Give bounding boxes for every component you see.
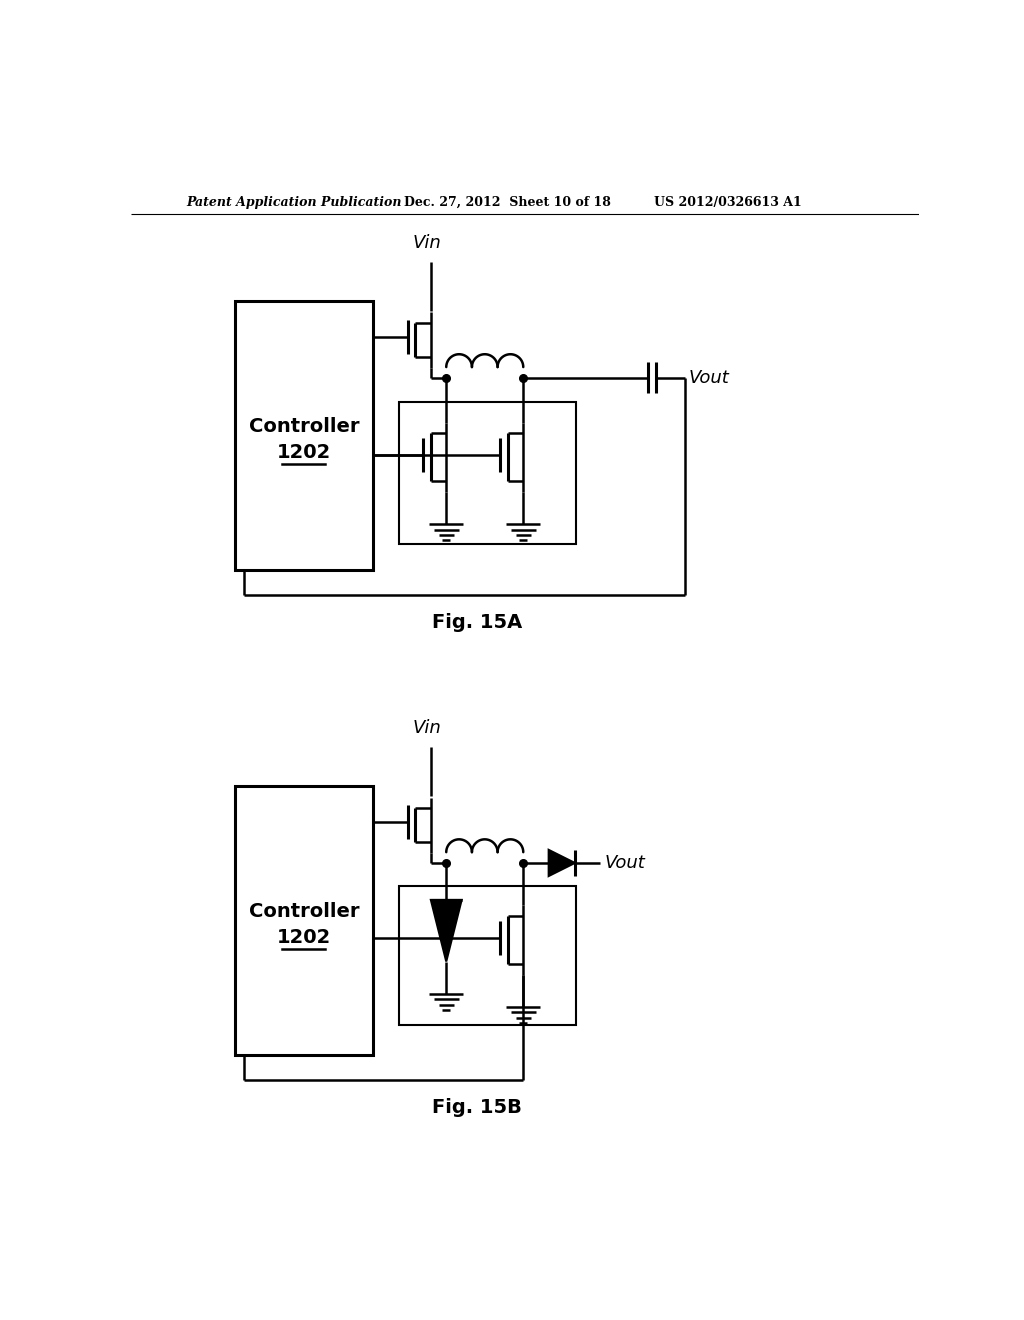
Text: Vin: Vin [413,235,441,252]
Polygon shape [431,900,462,961]
Text: Controller: Controller [249,902,359,921]
Bar [398,886,575,1024]
Text: Controller: Controller [249,417,359,436]
Text: 1202: 1202 [276,928,331,948]
Text: Vout: Vout [689,368,729,387]
Text: 1202: 1202 [276,444,331,462]
Polygon shape [549,850,574,876]
Text: Vin: Vin [413,719,441,738]
Bar [234,301,373,570]
Text: Patent Application Publication: Patent Application Publication [186,195,402,209]
Text: Fig. 15B: Fig. 15B [432,1098,522,1117]
Text: US 2012/0326613 A1: US 2012/0326613 A1 [654,195,802,209]
Text: Vout: Vout [604,854,645,873]
Bar [234,785,373,1056]
Text: Dec. 27, 2012  Sheet 10 of 18: Dec. 27, 2012 Sheet 10 of 18 [403,195,610,209]
Text: Fig. 15A: Fig. 15A [432,614,522,632]
Bar [398,403,575,544]
